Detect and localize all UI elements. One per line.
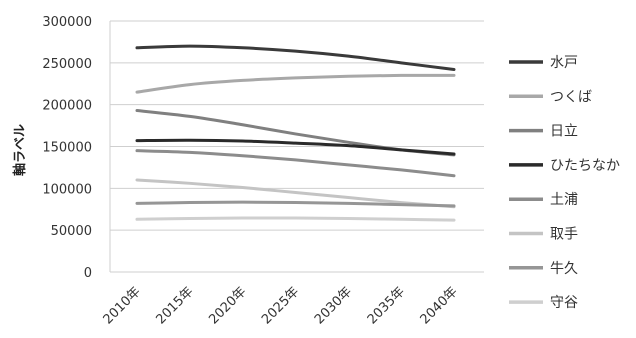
x-tick-label: 2035年: [365, 284, 408, 327]
legend-label: 取手: [550, 227, 578, 243]
y-tick-label: 150000: [42, 141, 92, 156]
legend-label: 日立: [550, 124, 578, 140]
legend-label: 土浦: [550, 192, 578, 208]
y-axis-label: 軸ラベル: [12, 124, 28, 176]
series-line-1: [135, 73, 456, 94]
y-tick-label: 250000: [42, 57, 92, 72]
series-line-3: [135, 138, 456, 156]
series-lines: [135, 44, 456, 222]
legend-label: ひたちなか: [550, 158, 620, 174]
y-tick-label: 300000: [42, 15, 92, 30]
x-tick-label: 2040年: [418, 284, 461, 327]
legend-label: 守谷: [550, 295, 578, 311]
y-tick-label: 200000: [42, 99, 92, 114]
y-tick-label: 100000: [42, 182, 92, 197]
series-line-6: [135, 200, 456, 208]
series-line-0: [135, 44, 456, 72]
series-line-4: [135, 149, 456, 178]
series-line-2: [135, 109, 456, 157]
x-tick-label: 2030年: [312, 284, 355, 327]
legend-label: 牛久: [550, 261, 578, 277]
series-line-7: [135, 216, 456, 222]
y-tick-label: 50000: [51, 224, 92, 239]
x-tick-label: 2010年: [101, 284, 144, 327]
series-line-5: [135, 178, 456, 209]
x-tick-label: 2025年: [259, 284, 302, 327]
legend-label: つくば: [550, 89, 592, 105]
x-tick-label: 2015年: [153, 284, 196, 327]
legend-label: 水戸: [550, 55, 578, 71]
y-tick-label: 0: [84, 266, 92, 281]
x-tick-label: 2020年: [206, 284, 249, 327]
gridlines: [110, 20, 484, 273]
